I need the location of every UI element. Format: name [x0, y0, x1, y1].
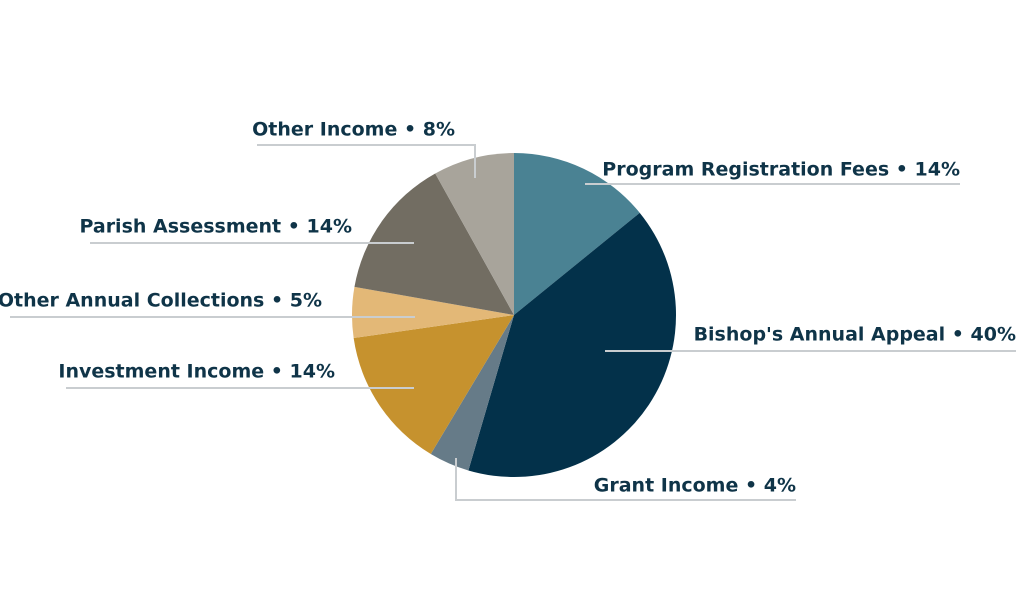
pie-slice-parish-assessment — [354, 173, 514, 315]
slice-label-bishop-s-annual-appeal: Bishop's Annual Appeal • 40% — [694, 324, 1016, 346]
pie-slice-other-annual-collections — [351, 286, 514, 339]
pie-slice-grant-income — [430, 315, 514, 471]
slice-labels: Program Registration Fees • 14% Bishop's … — [0, 119, 1016, 497]
leader-line-grant-income — [455, 458, 796, 501]
slice-label-investment-income: Investment Income • 14% — [58, 361, 335, 383]
pie-slice-investment-income — [353, 315, 514, 454]
pie-slices — [351, 153, 677, 478]
slice-label-other-annual-collections: Other Annual Collections • 5% — [0, 290, 322, 312]
pie-slice-other-income — [435, 153, 514, 315]
leader-line-other-income — [257, 144, 476, 178]
leader-lines — [10, 144, 1016, 501]
slice-label-parish-assessment: Parish Assessment • 14% — [79, 216, 352, 238]
slice-label-program-registration-fees: Program Registration Fees • 14% — [602, 159, 960, 181]
pie-slice-bishop-s-annual-appeal — [468, 212, 677, 478]
slice-label-other-income: Other Income • 8% — [252, 119, 455, 141]
pie-slice-program-registration-fees — [514, 153, 640, 315]
slice-label-grant-income: Grant Income • 4% — [594, 475, 796, 497]
